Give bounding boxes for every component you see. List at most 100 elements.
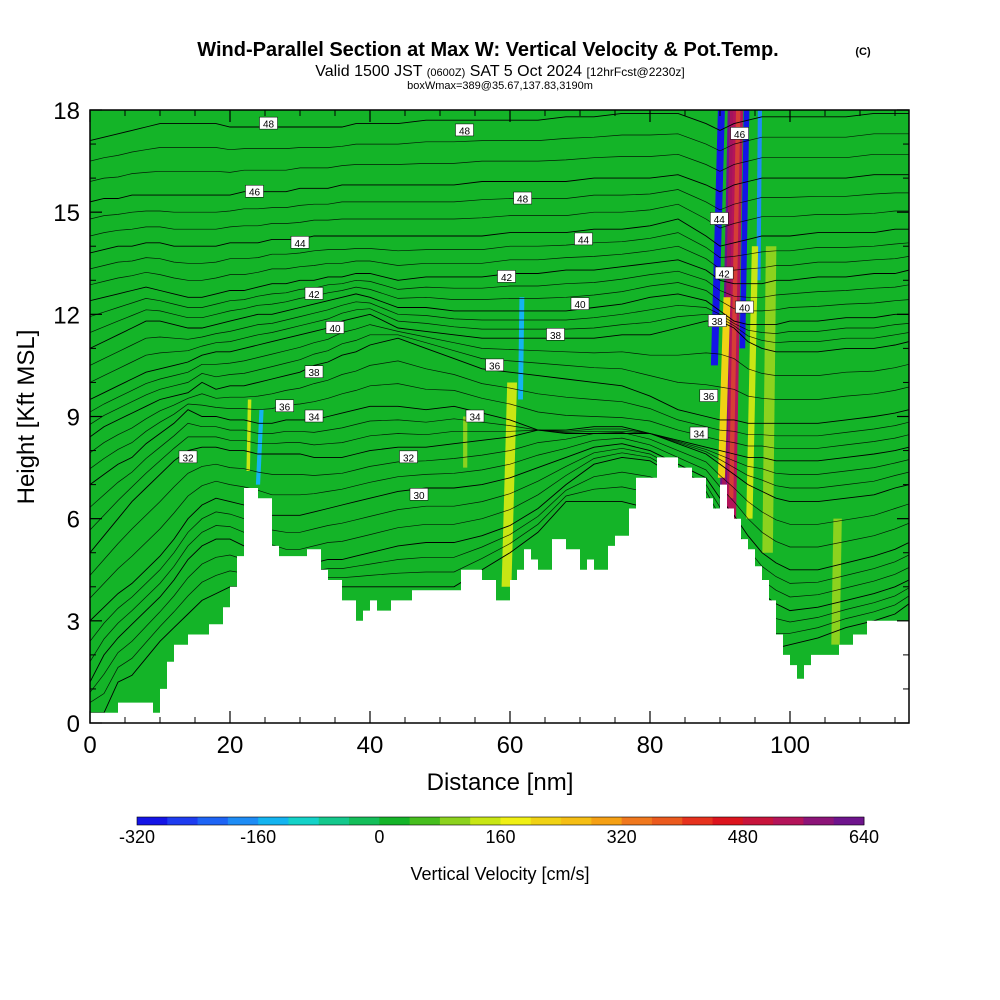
y-tick-label: 6 (67, 507, 80, 534)
terrain-mask (90, 457, 909, 723)
colorbar-swatch (712, 817, 744, 825)
colorbar-swatch (803, 817, 835, 825)
colorbar-swatch (197, 817, 229, 825)
y-tick-label: 0 (67, 711, 80, 738)
theta-contour-42 (90, 259, 909, 302)
colorbar-tick-label: 160 (485, 827, 515, 847)
contour-label-text: 40 (329, 324, 341, 335)
y-tick-label: 15 (53, 200, 80, 227)
contour-label-text: 38 (712, 317, 724, 328)
theta-contour-minor (90, 428, 909, 531)
chart-subtitle-2: boxWmax=389@35.67,137.83,3190m (407, 80, 593, 92)
subtitle-utc: (0600Z) (427, 67, 466, 79)
contour-label-box (290, 236, 310, 249)
contour-label: 40 (325, 321, 345, 335)
theta-contour-minor (90, 447, 909, 642)
x-axis-label: Distance [nm] (427, 769, 574, 796)
colorbar-swatch (137, 817, 168, 825)
contour-label: 34 (304, 409, 324, 424)
theta-contour-minor (90, 133, 909, 162)
contour-label: 38 (707, 314, 727, 328)
contour-label: 48 (513, 191, 532, 206)
contour-label-text: 36 (489, 361, 501, 372)
theta-contour-48 (90, 112, 909, 142)
theta-contour-minor (90, 301, 909, 366)
theta-contour-minor (90, 334, 909, 425)
colorbar-tick-label: 320 (607, 827, 637, 847)
colorbar-label: Vertical Velocity [cm/s] (410, 864, 589, 884)
w-feature-4 (739, 110, 750, 349)
theta-contour-34 (90, 405, 909, 485)
contour-label: 44 (574, 232, 593, 246)
contour-label-text: 46 (249, 188, 261, 199)
theta-contour-44 (90, 218, 909, 254)
w-feature-5 (756, 110, 762, 281)
theta-contour-minor (90, 245, 909, 286)
theta-contour-minor (90, 383, 909, 469)
w-feature-3 (710, 110, 725, 366)
colorbar-tick-label: 0 (374, 827, 384, 847)
contour-label-text: 48 (459, 126, 471, 137)
contour-label-box (465, 409, 485, 423)
contour-label-box (485, 358, 504, 372)
contour-label-text: 48 (517, 195, 529, 206)
contour-label: 48 (455, 123, 474, 137)
x-tick-label: 0 (83, 732, 96, 759)
contour-label: 48 (259, 116, 278, 131)
theta-contour-minor (90, 308, 909, 383)
contour-label-text: 40 (574, 300, 586, 311)
contour-label-box (455, 123, 474, 137)
contour-label: 46 (245, 184, 264, 199)
contour-label-text: 36 (703, 392, 715, 403)
contour-label: 36 (485, 358, 504, 372)
w-feature-6 (746, 246, 759, 519)
y-axis-label: Height [Kft MSL] (13, 330, 40, 505)
w-feature-core-1 (728, 110, 741, 499)
chart-title: Wind-Parallel Section at Max W: Vertical… (197, 39, 778, 61)
contour-label: 42 (714, 266, 734, 280)
contour-label: 40 (570, 297, 590, 311)
theta-contour-minor (90, 418, 909, 508)
contour-label: 36 (699, 389, 719, 403)
contour-label: 32 (399, 450, 418, 464)
contour-label-text: 34 (308, 413, 320, 424)
x-tick-label: 40 (357, 732, 384, 759)
contour-label-text: 44 (294, 239, 306, 250)
contour-label: 44 (710, 212, 729, 226)
contour-label-text: 46 (734, 130, 746, 141)
contour-label-box (699, 389, 719, 402)
contour-label-text: 38 (550, 331, 562, 342)
texture-band-6 (580, 110, 601, 315)
theta-contour-minor (90, 270, 909, 317)
y-tick-label: 3 (67, 609, 80, 636)
contour-label-text: 34 (693, 430, 705, 441)
subtitle-date: SAT 5 Oct 2024 (470, 63, 582, 80)
theta-contour-36 (90, 337, 909, 438)
theta-contour-minor (90, 324, 909, 413)
contour-label-text: 42 (308, 290, 320, 301)
theta-contour-32 (90, 426, 909, 553)
contour-label: 36 (275, 399, 294, 413)
colorbar-ticks: -320 -160 0 160 320 480 640 (119, 827, 879, 847)
contour-label-text: 34 (469, 413, 481, 424)
contour-label-box (304, 287, 324, 300)
subtitle-forecast: [12hrFcst@2230z] (587, 65, 685, 79)
contour-label: 44 (290, 236, 310, 250)
contour-label-box (304, 409, 324, 423)
colorbar-swatch (833, 817, 865, 825)
contour-label-box (710, 212, 729, 225)
x-tick-label: 60 (497, 732, 524, 759)
colorbar-swatch (591, 817, 623, 825)
w-feature-7 (762, 246, 777, 553)
contour-label-box (546, 328, 565, 341)
colorbar-tick-label: -320 (119, 827, 155, 847)
colorbar-swatch (258, 817, 289, 825)
theta-contour-38 (90, 313, 909, 400)
colorbar-swatch (500, 817, 532, 825)
colorbar-swatch (682, 817, 713, 825)
contour-labels: 48 48 48 46 46 44 44 44 42 42 42 40 40 40 38 38 38 36 36 36… (178, 116, 754, 502)
contour-label: 32 (178, 450, 198, 464)
colorbar-swatch (773, 817, 804, 825)
